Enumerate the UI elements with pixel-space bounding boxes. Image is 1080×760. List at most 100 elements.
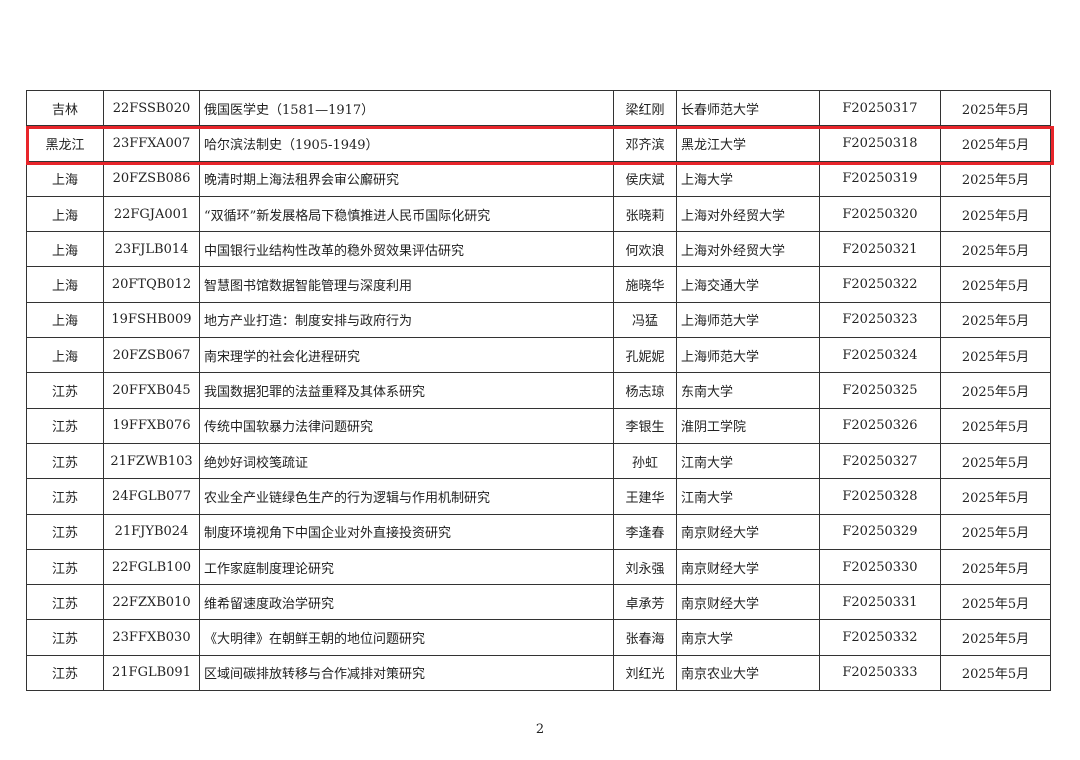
institution-cell: 江南大学	[676, 442, 820, 480]
author-cell: 杨志琼	[613, 372, 677, 409]
table-row: 上海 19FSHB009 地方产业打造：制度安排与政府行为 冯猛 上海师范大学 F2025…	[26, 301, 1051, 339]
province-cell: 吉林	[26, 89, 104, 127]
institution-cell: 黑龙江大学	[676, 125, 820, 162]
date-cell: 2025年5月	[940, 337, 1051, 374]
approval-number-cell: F20250320	[819, 195, 941, 233]
institution-cell: 南京财经大学	[676, 548, 820, 586]
date-cell: 2025年5月	[940, 442, 1051, 480]
project-code-cell: 20FFXB045	[103, 372, 200, 409]
date-cell: 2025年5月	[940, 407, 1051, 444]
approval-number-cell: F20250324	[819, 337, 941, 374]
date-cell: 2025年5月	[940, 654, 1051, 692]
approval-number-cell: F20250322	[819, 266, 941, 303]
table-row: 江苏 23FFXB030 《大明律》在朝鲜王朝的地位问题研究 张春海 南京大学 F2025…	[26, 619, 1051, 656]
project-title-cell: “双循环”新发展格局下稳慎推进人民币国际化研究	[199, 195, 614, 233]
project-title-cell: 传统中国软暴力法律问题研究	[199, 407, 614, 444]
page-number: 2	[535, 722, 545, 737]
project-code-cell: 20FZSB067	[103, 337, 200, 374]
approval-number-cell: F20250331	[819, 584, 941, 621]
table-row: 江苏 20FFXB045 我国数据犯罪的法益重释及其体系研究 杨志琼 东南大学 F2025…	[26, 372, 1051, 409]
table-row: 上海 20FTQB012 智慧图书馆数据智能管理与深度利用 施晓华 上海交通大学 F202…	[26, 266, 1051, 303]
table-row: 江苏 22FGLB100 工作家庭制度理论研究 刘永强 南京财经大学 F20250330 2…	[26, 548, 1051, 586]
institution-cell: 上海师范大学	[676, 301, 820, 339]
approval-number-cell: F20250323	[819, 301, 941, 339]
project-code-cell: 23FFXA007	[103, 125, 200, 162]
author-cell: 何欢浪	[613, 231, 677, 268]
approval-number-cell: F20250318	[819, 125, 941, 162]
date-cell: 2025年5月	[940, 89, 1051, 127]
institution-cell: 南京财经大学	[676, 584, 820, 621]
province-cell: 江苏	[26, 372, 104, 409]
date-cell: 2025年5月	[940, 301, 1051, 339]
date-cell: 2025年5月	[940, 548, 1051, 586]
institution-cell: 东南大学	[676, 372, 820, 409]
date-cell: 2025年5月	[940, 231, 1051, 268]
author-cell: 张春海	[613, 619, 677, 656]
author-cell: 李逢春	[613, 513, 677, 550]
project-code-cell: 22FSSB020	[103, 89, 200, 127]
institution-cell: 上海大学	[676, 160, 820, 197]
institution-cell: 上海对外经贸大学	[676, 231, 820, 268]
author-cell: 施晓华	[613, 266, 677, 303]
table-row: 江苏 24FGLB077 农业全产业链绿色生产的行为逻辑与作用机制研究 王建华 江南大学…	[26, 478, 1051, 515]
province-cell: 江苏	[26, 407, 104, 444]
author-cell: 刘永强	[613, 548, 677, 586]
date-cell: 2025年5月	[940, 125, 1051, 162]
date-cell: 2025年5月	[940, 513, 1051, 550]
project-title-cell: 制度环境视角下中国企业对外直接投资研究	[199, 513, 614, 550]
project-code-cell: 21FZWB103	[103, 442, 200, 480]
project-title-cell: 哈尔滨法制史（1905-1949）	[199, 125, 614, 162]
project-code-cell: 22FGLB100	[103, 548, 200, 586]
author-cell: 卓承芳	[613, 584, 677, 621]
province-cell: 上海	[26, 160, 104, 197]
project-code-cell: 23FFXB030	[103, 619, 200, 656]
institution-cell: 上海对外经贸大学	[676, 195, 820, 233]
date-cell: 2025年5月	[940, 372, 1051, 409]
project-title-cell: 中国银行业结构性改革的稳外贸效果评估研究	[199, 231, 614, 268]
province-cell: 江苏	[26, 654, 104, 692]
institution-cell: 上海师范大学	[676, 337, 820, 374]
approval-number-cell: F20250327	[819, 442, 941, 480]
date-cell: 2025年5月	[940, 266, 1051, 303]
approval-number-cell: F20250332	[819, 619, 941, 656]
author-cell: 张晓莉	[613, 195, 677, 233]
institution-cell: 江南大学	[676, 478, 820, 515]
institution-cell: 南京财经大学	[676, 513, 820, 550]
approval-number-cell: F20250319	[819, 160, 941, 197]
province-cell: 上海	[26, 266, 104, 303]
author-cell: 王建华	[613, 478, 677, 515]
project-code-cell: 21FJYB024	[103, 513, 200, 550]
approval-number-cell: F20250329	[819, 513, 941, 550]
table-row: 上海 20FZSB067 南宋理学的社会化进程研究 孔妮妮 上海师范大学 F2025032…	[26, 337, 1051, 374]
institution-cell: 南京大学	[676, 619, 820, 656]
approval-number-cell: F20250321	[819, 231, 941, 268]
province-cell: 江苏	[26, 584, 104, 621]
project-code-cell: 19FFXB076	[103, 407, 200, 444]
table-row: 江苏 19FFXB076 传统中国软暴力法律问题研究 李银生 淮阴工学院 F2025032…	[26, 407, 1051, 444]
author-cell: 孔妮妮	[613, 337, 677, 374]
author-cell: 冯猛	[613, 301, 677, 339]
approval-number-cell: F20250330	[819, 548, 941, 586]
province-cell: 江苏	[26, 513, 104, 550]
project-code-cell: 22FGJA001	[103, 195, 200, 233]
province-cell: 黑龙江	[26, 125, 104, 162]
author-cell: 李银生	[613, 407, 677, 444]
project-title-cell: 工作家庭制度理论研究	[199, 548, 614, 586]
table-row: 江苏 21FGLB091 区域间碳排放转移与合作减排对策研究 刘红光 南京农业大学 F20…	[26, 654, 1051, 692]
project-title-cell: 区域间碳排放转移与合作减排对策研究	[199, 654, 614, 692]
project-title-cell: 《大明律》在朝鲜王朝的地位问题研究	[199, 619, 614, 656]
date-cell: 2025年5月	[940, 160, 1051, 197]
province-cell: 上海	[26, 195, 104, 233]
author-cell: 孙虹	[613, 442, 677, 480]
table-row: 江苏 22FZXB010 维希留速度政治学研究 卓承芳 南京财经大学 F20250331 2…	[26, 584, 1051, 621]
date-cell: 2025年5月	[940, 584, 1051, 621]
institution-cell: 上海交通大学	[676, 266, 820, 303]
project-code-cell: 22FZXB010	[103, 584, 200, 621]
table-row: 上海 22FGJA001 “双循环”新发展格局下稳慎推进人民币国际化研究 张晓莉 上海对…	[26, 195, 1051, 233]
project-code-cell: 20FTQB012	[103, 266, 200, 303]
approval-number-cell: F20250325	[819, 372, 941, 409]
table-row: 吉林 22FSSB020 俄国医学史（1581—1917） 梁红刚 长春师范大学 F202…	[26, 89, 1051, 127]
date-cell: 2025年5月	[940, 195, 1051, 233]
date-cell: 2025年5月	[940, 619, 1051, 656]
table-row: 江苏 21FZWB103 绝妙好词校笺疏证 孙虹 江南大学 F20250327 2025年5…	[26, 442, 1051, 480]
